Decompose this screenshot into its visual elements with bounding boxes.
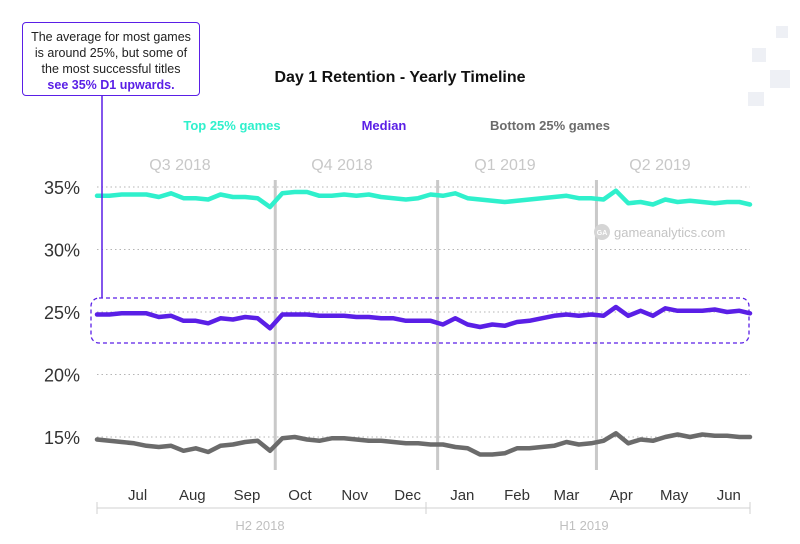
month-label-mar: Mar — [554, 487, 580, 504]
watermark-logo-text: GA — [597, 230, 608, 237]
half-year-axis: H2 2018 H1 2019 — [96, 502, 751, 533]
legend: Top 25% games Median Bottom 25% games — [183, 118, 610, 133]
legend-bottom-games: Bottom 25% games — [490, 118, 610, 133]
month-label-oct: Oct — [288, 487, 312, 504]
series-bottom-25-line — [94, 431, 753, 457]
ytick-label-25: 25% — [44, 303, 80, 323]
half-label-h2-2018: H2 2018 — [235, 518, 284, 533]
ytick-label-35: 35% — [44, 178, 80, 198]
month-label-aug: Aug — [179, 487, 206, 504]
decor-square-2 — [770, 70, 790, 88]
legend-top-games: Top 25% games — [183, 118, 280, 133]
month-label-dec: Dec — [394, 487, 421, 504]
ytick-label-15: 15% — [44, 428, 80, 448]
watermark-text: gameanalytics.com — [614, 225, 725, 240]
callout-line-1: The average for most games — [31, 30, 191, 44]
series-median-line — [94, 304, 753, 331]
series-top-25-line — [94, 188, 753, 210]
annotation-callout: The average for most games is around 25%… — [22, 22, 200, 96]
month-label-jun: Jun — [717, 487, 741, 504]
quarter-label-q4-2018: Q4 2018 — [311, 157, 372, 174]
callout-line-3: the most successful titles — [41, 62, 181, 76]
month-label-apr: Apr — [609, 487, 632, 504]
median-highlight-box — [90, 297, 750, 344]
quarter-label-q3-2018: Q3 2018 — [149, 157, 210, 174]
decor-square-3 — [748, 92, 764, 106]
month-label-nov: Nov — [341, 487, 368, 504]
ytick-label-20: 20% — [44, 366, 80, 386]
month-label-may: May — [660, 487, 689, 504]
legend-median: Median — [362, 118, 407, 133]
quarter-label-q1-2019: Q1 2019 — [474, 157, 535, 174]
callout-line-2: is around 25%, but some of — [34, 46, 188, 60]
ytick-label-30: 30% — [44, 241, 80, 261]
watermark: GA gameanalytics.com — [594, 224, 725, 240]
chart-title: Day 1 Retention - Yearly Timeline — [274, 69, 525, 86]
decor-square-4 — [776, 26, 788, 38]
half-label-h1-2019: H1 2019 — [559, 518, 608, 533]
month-label-sep: Sep — [234, 487, 261, 504]
gameanalytics-logo-icon — [594, 224, 610, 240]
quarter-label-q2-2019: Q2 2019 — [629, 157, 690, 174]
callout-highlight: see 35% D1 upwards. — [47, 78, 175, 92]
month-label-jul: Jul — [128, 487, 147, 504]
month-label-feb: Feb — [504, 487, 530, 504]
decor-square-1 — [752, 48, 766, 62]
month-label-jan: Jan — [450, 487, 474, 504]
